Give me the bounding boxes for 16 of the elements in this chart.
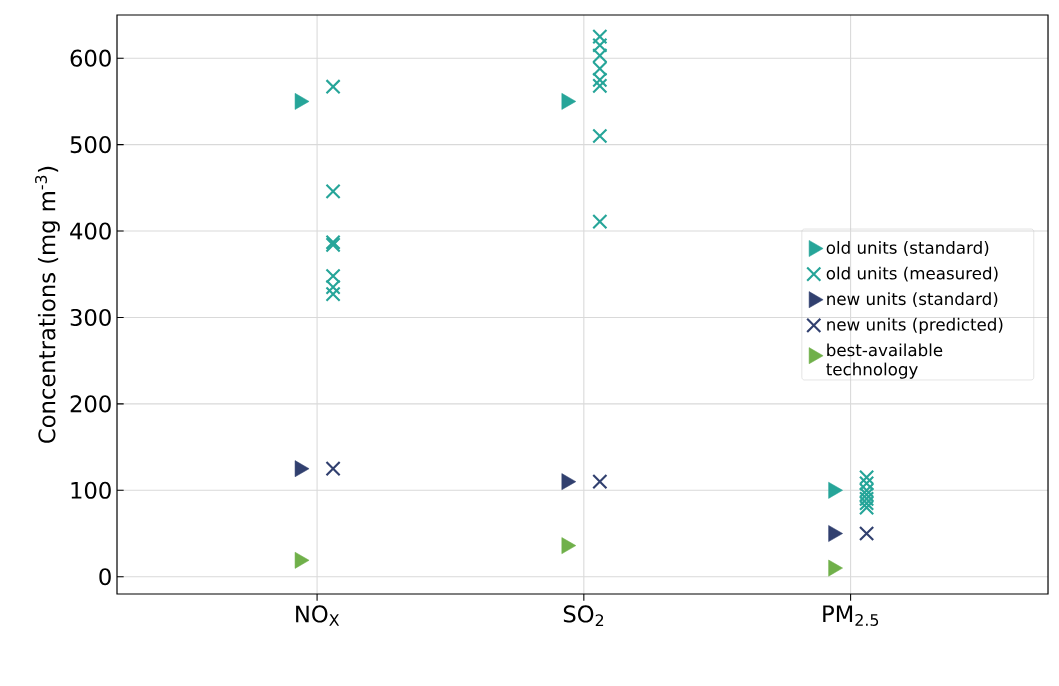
x-tick-label: NO$_{X}$ (296, 605, 340, 626)
legend-label: new units (standard) (827, 292, 998, 308)
legend-label: old units (standard) (826, 241, 989, 256)
x-tick-label: SO$_{2}$ (563, 605, 604, 627)
y-tick-label: 400 (70, 222, 111, 240)
y-tick-label: 500 (70, 136, 111, 154)
y-tick-label: 0 (99, 568, 111, 586)
y-axis-title: Concentrations (mg m$^{-3}$) (35, 166, 60, 443)
y-tick-label: 600 (70, 49, 111, 67)
y-tick-label: 100 (71, 481, 111, 499)
legend-label: old units (measured) (826, 266, 998, 282)
y-tick-label: 200 (70, 395, 111, 413)
x-tick-label: PM$_{2.5}$ (823, 605, 879, 626)
legend-label: new units (predicted) (827, 317, 1003, 334)
y-tick-label: 300 (70, 308, 111, 327)
legend-label: best-available technology (826, 343, 943, 379)
